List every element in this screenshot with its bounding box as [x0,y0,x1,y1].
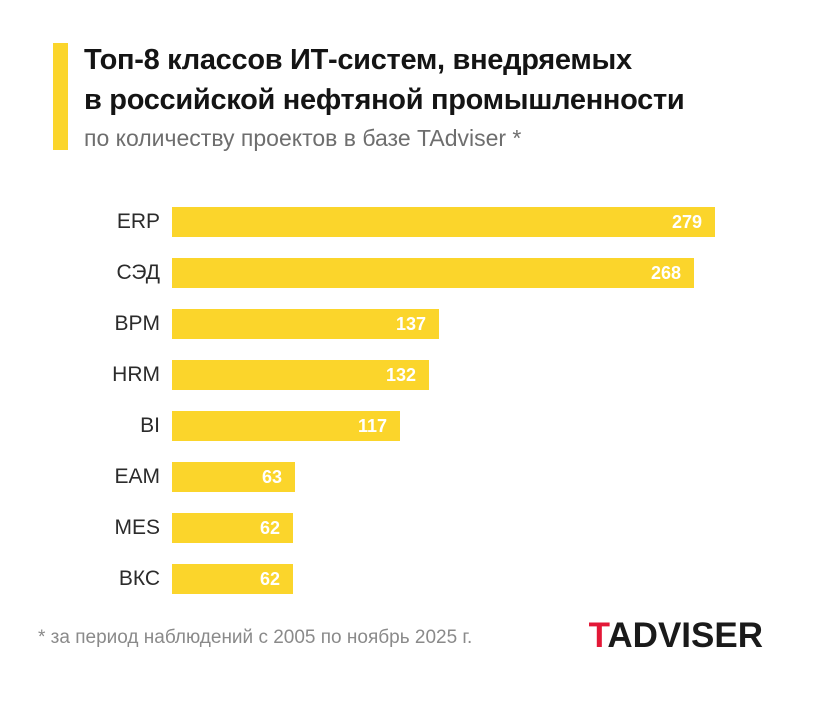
bar-category-label: EAM [114,465,160,488]
tadviser-logo-t: T [588,616,608,655]
bar: 62 [172,513,293,543]
bar: 132 [172,360,429,390]
bar-row: MES 62 [0,513,820,543]
bar-value-label: 117 [357,415,387,436]
bar-category-label: HRM [112,363,160,386]
bar-track: 137 [172,309,820,339]
bar-track: 62 [172,564,820,594]
bar-chart: ERP 279 СЭД 268 BPM 137 HRM 132 BI 117 EAM 63 MES 62 В… [0,207,820,594]
bar-category-label: BI [140,414,160,437]
bar-row: BPM 137 [0,309,820,339]
bar-row: ERP 279 [0,207,820,237]
bar-track: 63 [172,462,820,492]
bar-track: 117 [172,411,820,441]
bar-category-label: СЭД [116,261,160,284]
page-title-line2: в российской нефтяной промышленности [84,84,685,116]
page-title-line1: Топ-8 классов ИТ-систем, внедряемых [84,44,632,76]
bar: 117 [172,411,400,441]
page-subtitle: по количеству проектов в базе TAdviser * [84,125,522,151]
bar-category-label: ВКС [118,567,160,590]
bar-value-label: 132 [385,364,416,385]
bar-value-label: 62 [259,517,280,538]
bar-row: HRM 132 [0,360,820,390]
bar-track: 62 [172,513,820,543]
bar-row: EAM 63 [0,462,820,492]
tadviser-logo-rest: ADVISER [607,616,763,655]
footnote: * за период наблюдений с 2005 по ноябрь … [38,627,473,648]
bar-row: BI 117 [0,411,820,441]
bar-value-label: 63 [261,466,282,487]
bar-value-label: 137 [395,313,426,334]
bar-row: ВКС 62 [0,564,820,594]
bar-category-label: MES [114,516,160,539]
bar-category-label: BPM [114,312,160,335]
title-accent-bar [53,43,68,150]
bar-value-label: 62 [259,568,280,589]
bar: 62 [172,564,293,594]
bar: 279 [172,207,715,237]
bar-track: 132 [172,360,820,390]
page-title: Топ-8 классов ИТ-систем, внедряемых в ро… [84,40,685,120]
bar-value-label: 279 [671,211,702,232]
bar-track: 279 [172,207,820,237]
tadviser-logo: TADVISER [589,616,763,656]
bar: 63 [172,462,295,492]
bar-track: 268 [172,258,820,288]
bar: 268 [172,258,694,288]
bar-row: СЭД 268 [0,258,820,288]
bar: 137 [172,309,439,339]
bar-category-label: ERP [116,210,160,233]
bar-value-label: 268 [650,262,681,283]
